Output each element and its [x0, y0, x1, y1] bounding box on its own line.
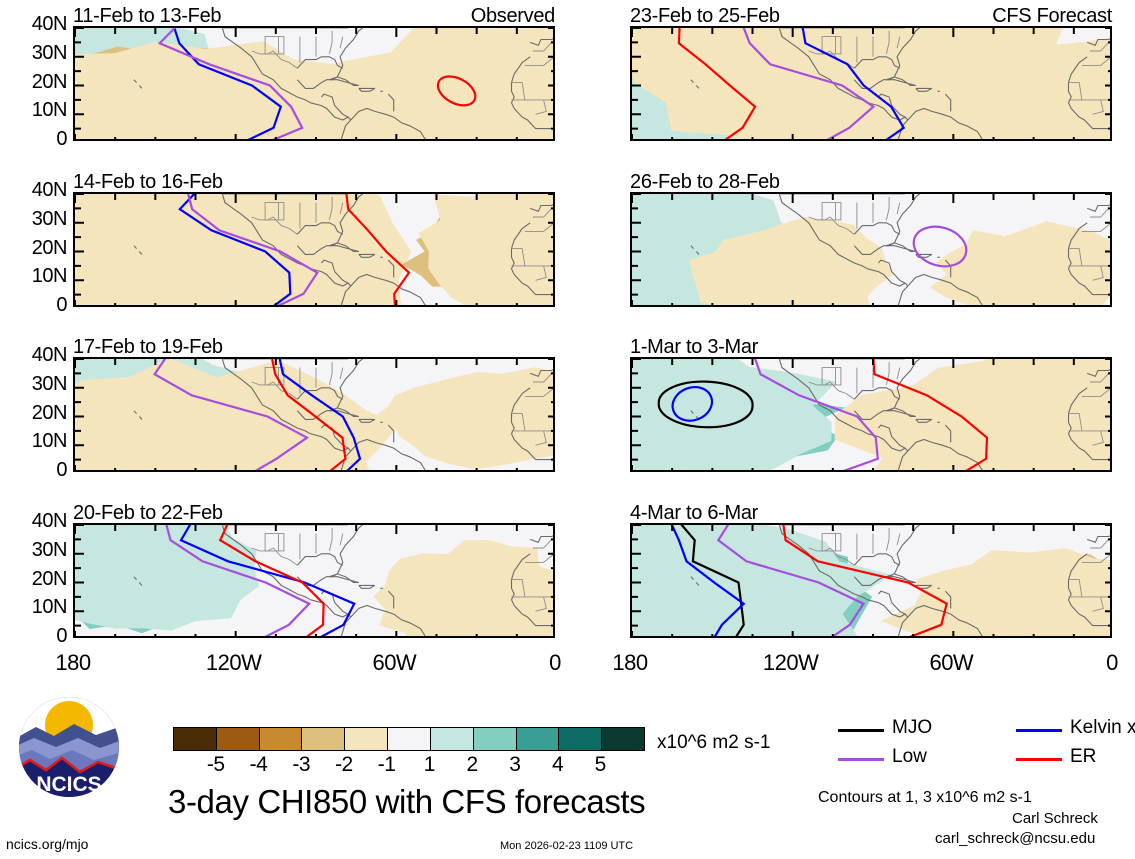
colorbar-swatch [301, 728, 345, 750]
colorbar-tick-label: -4 [249, 753, 268, 776]
map-panel: 17-Feb to 19-Feb [73, 336, 555, 472]
colorbar-swatch [174, 728, 216, 750]
map-panel: 1-Mar to 3-Mar [630, 336, 1112, 472]
colorbar-swatch [387, 728, 430, 750]
y-axis-tick-label: 10N [31, 596, 68, 619]
map-area [73, 357, 555, 472]
y-axis-tick-label: 30N [31, 538, 68, 561]
colorbar-tick-label: 2 [466, 753, 478, 776]
y-axis-tick-label: 30N [31, 41, 68, 64]
y-axis-tick-label: 0 [56, 625, 67, 647]
colorbar-swatch [429, 728, 473, 750]
x-axis-tick-label: 0 [549, 650, 561, 675]
y-axis-tick-label: 10N [31, 430, 68, 453]
site-url[interactable]: ncics.org/mjo [6, 836, 89, 852]
legend-line-mjo [838, 729, 884, 732]
panel-title: 20-Feb to 22-Feb [73, 502, 223, 524]
author-name: Carl Schreck [1012, 810, 1098, 827]
y-axis-tick-label: 10N [31, 265, 68, 288]
panel-title: 23-Feb to 25-Feb [630, 5, 780, 27]
panel-title: 1-Mar to 3-Mar [630, 336, 759, 358]
y-axis-tick-label: 20N [31, 567, 68, 590]
legend-label: ER [1070, 746, 1097, 767]
map-area [73, 523, 555, 638]
y-axis-tick-label: 20N [31, 401, 68, 424]
x-axis-tick-label: 0 [1106, 650, 1118, 675]
x-axis-tick-label: 120W [205, 650, 262, 675]
colorbar-tick-label: 5 [594, 753, 607, 776]
logo-text: NCICS [36, 773, 101, 796]
map-panel: 23-Feb to 25-Feb CFS Forecast [630, 5, 1112, 141]
y-axis-tick-label: 0 [56, 128, 67, 150]
colorbar-tick-label: -1 [377, 753, 396, 776]
x-axis-tick-label: 60W [372, 650, 417, 675]
timestamp: Mon 2026-02-23 1109 UTC [500, 840, 634, 852]
colorbar-units: x10^6 m2 s-1 [657, 732, 771, 753]
y-axis-tick-label: 40N [31, 344, 68, 366]
x-axis-tick-label: 120W [762, 650, 819, 675]
y-axis-tick-label: 30N [31, 372, 68, 395]
colorbar-tick-label: 3 [509, 753, 521, 776]
colorbar-tick-label: -2 [335, 753, 353, 776]
map-area [630, 357, 1112, 472]
legend-label: MJO [892, 717, 933, 738]
page-title: 3-day CHI850 with CFS forecasts [168, 783, 646, 820]
column-header: Observed [470, 5, 556, 27]
map-area [630, 192, 1112, 307]
y-axis-tick-label: 0 [56, 294, 67, 316]
map-area [630, 26, 1112, 141]
colorbar-swatch [601, 728, 644, 750]
colorbar-swatch [344, 728, 388, 750]
map-panel: 20-Feb to 22-Feb [73, 502, 555, 638]
panel-title: 11-Feb to 13-Feb [73, 5, 222, 27]
colorbar-swatch [472, 728, 516, 750]
x-axis-tick-label: 180 [612, 650, 648, 675]
colorbar-tick-label: -3 [292, 753, 311, 776]
map-area [73, 26, 555, 141]
panel-title: 4-Mar to 6-Mar [630, 502, 759, 524]
colorbar-tick-label: -5 [206, 753, 225, 776]
colorbar-swatch [258, 728, 302, 750]
legend-line-low [838, 758, 884, 761]
panel-title: 14-Feb to 16-Feb [73, 171, 223, 193]
ncics-logo: NCICS [19, 697, 119, 797]
map-panel: 14-Feb to 16-Feb [73, 171, 555, 307]
y-axis-tick-label: 20N [31, 70, 68, 93]
column-header: CFS Forecast [992, 5, 1112, 27]
y-axis-tick-label: 40N [31, 13, 68, 35]
map-panel: 26-Feb to 28-Feb [630, 171, 1112, 307]
y-axis-tick-label: 0 [56, 459, 67, 481]
colorbar-tick-label: 4 [551, 753, 564, 776]
y-axis-tick-label: 40N [31, 510, 68, 532]
contour-note: Contours at 1, 3 x10^6 m2 s-1 [818, 789, 1032, 806]
legend-label: Low [892, 746, 927, 767]
y-axis-tick-label: 20N [31, 236, 68, 259]
colorbar-swatch [515, 728, 559, 750]
map-area [73, 192, 555, 307]
map-panel: 11-Feb to 13-Feb Observed [73, 5, 555, 141]
legend-line-er [1016, 758, 1062, 761]
map-area [630, 523, 1112, 638]
panel-title: 17-Feb to 19-Feb [73, 336, 223, 358]
x-axis-tick-label: 60W [929, 650, 974, 675]
legend-line-kelvin-x2 [1016, 729, 1062, 732]
colorbar [173, 727, 645, 751]
y-axis-tick-label: 10N [31, 99, 68, 122]
panel-title: 26-Feb to 28-Feb [630, 171, 780, 193]
colorbar-swatch [558, 728, 602, 750]
colorbar-tick-label: 1 [423, 753, 436, 776]
legend-label: Kelvin x2 [1070, 717, 1135, 738]
x-axis-tick-label: 180 [55, 650, 91, 675]
colorbar-swatch [215, 728, 259, 750]
y-axis-tick-label: 40N [31, 179, 68, 201]
author-email: carl_schreck@ncsu.edu [935, 830, 1096, 847]
y-axis-tick-label: 30N [31, 207, 68, 230]
map-panel: 4-Mar to 6-Mar [630, 502, 1112, 638]
